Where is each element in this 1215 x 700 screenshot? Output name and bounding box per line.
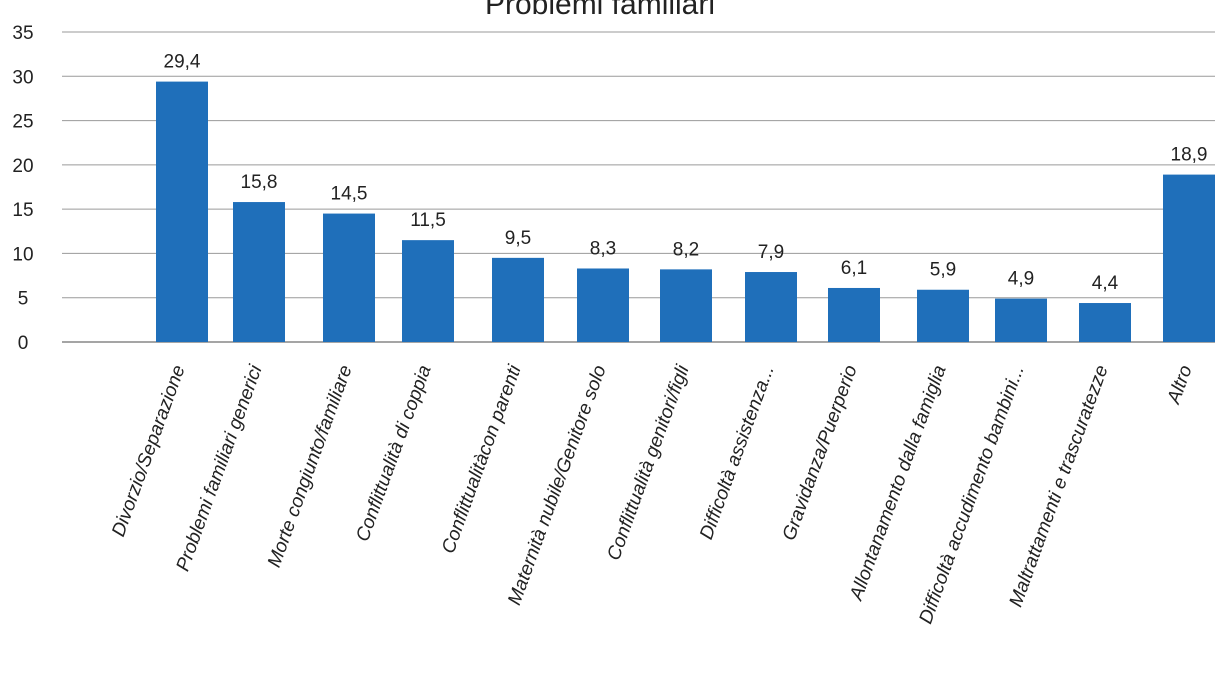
data-label: 18,9 <box>1171 145 1208 166</box>
data-label: 4,9 <box>1008 269 1034 290</box>
y-axis-ticks: 0 5 10 15 20 25 30 35 <box>12 23 33 354</box>
bar <box>402 240 454 342</box>
bar <box>1163 174 1215 342</box>
data-label: 29,4 <box>164 52 201 73</box>
data-label: 11,5 <box>410 210 446 231</box>
bar <box>1079 303 1131 342</box>
data-label: 9,5 <box>505 228 531 249</box>
x-category-label: Divorzio/Separazione <box>108 363 190 540</box>
bar <box>233 202 285 342</box>
y-tick-label: 0 <box>18 333 29 354</box>
x-category-label: Gravidanza/Puerperio <box>779 363 862 544</box>
x-category-label: Maternità nubile/Genitore solo <box>504 363 610 608</box>
x-category-label: Difficoltà assistenza... <box>696 363 779 543</box>
y-tick-label: 20 <box>12 156 33 177</box>
bar <box>660 269 712 342</box>
bar <box>995 298 1047 342</box>
x-category-label: Altro <box>1163 363 1196 408</box>
x-category-label: Conflittualitàcon parenti <box>438 362 526 557</box>
x-category-label: Maltrattamenti e trascuratezze <box>1006 363 1113 610</box>
y-tick-label: 5 <box>18 289 29 310</box>
data-label: 4,4 <box>1092 273 1119 294</box>
bar <box>917 289 969 342</box>
data-labels: 29,4 15,8 14,5 11,5 9,5 8,3 8,2 7,9 6,1 5,9 4,9 4,4… <box>164 52 1208 294</box>
chart-title: Problemi familiari <box>485 0 715 21</box>
bar <box>323 213 375 342</box>
data-label: 5,9 <box>930 260 956 281</box>
y-tick-label: 30 <box>12 67 33 88</box>
x-category-label: Conflittualità di coppia <box>352 363 435 545</box>
data-label: 15,8 <box>241 172 278 193</box>
bar <box>156 81 208 342</box>
y-tick-label: 25 <box>12 112 33 133</box>
data-label: 7,9 <box>758 242 784 263</box>
bar <box>492 257 544 342</box>
bar <box>577 268 629 342</box>
bar <box>828 287 880 342</box>
data-label: 8,3 <box>590 238 616 259</box>
y-tick-label: 35 <box>12 23 33 44</box>
bar <box>745 272 797 342</box>
bars <box>156 81 1215 342</box>
data-label: 14,5 <box>331 184 368 205</box>
x-category-label: Problemi familiari generici <box>173 362 267 574</box>
data-label: 6,1 <box>841 258 867 279</box>
x-category-label: Morte congiunto/familiare <box>264 363 357 571</box>
y-tick-label: 10 <box>12 244 33 265</box>
data-label: 8,2 <box>673 239 699 260</box>
x-category-label: Conflittualità genitori/figli <box>604 362 694 563</box>
y-tick-label: 15 <box>12 200 33 221</box>
